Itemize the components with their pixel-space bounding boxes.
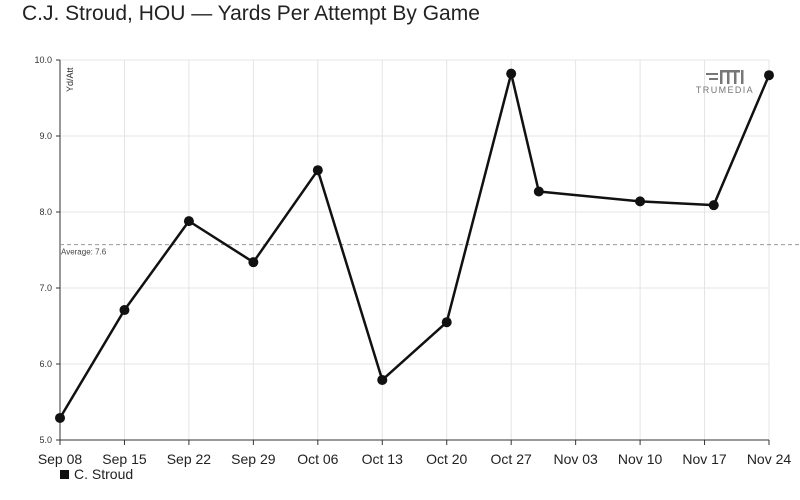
x-tick-label: Oct 13 xyxy=(362,451,403,467)
y-tick-label: 6.0 xyxy=(39,359,52,369)
trumedia-watermark: TRUMEDIA xyxy=(690,70,760,95)
x-tick-label: Oct 20 xyxy=(426,451,467,467)
data-point xyxy=(506,68,517,79)
data-point xyxy=(312,165,323,176)
trumedia-logo-icon xyxy=(706,70,744,84)
x-tick-label: Nov 10 xyxy=(618,451,663,467)
data-point xyxy=(377,374,388,385)
legend: C. Stroud xyxy=(60,466,133,482)
grid xyxy=(59,59,770,441)
y-axis-label: Yd/Att xyxy=(65,67,75,92)
x-tick-label: Sep 08 xyxy=(38,451,83,467)
y-tick-label: 9.0 xyxy=(39,131,52,141)
y-tick-label: 8.0 xyxy=(39,207,52,217)
y-tick-label: 5.0 xyxy=(39,435,52,445)
labels: Sep 08 Sep 15 Sep 22 Sep 29 Oct 06 Oct 13 Oct … xyxy=(34,55,791,467)
x-tick-label: Nov 03 xyxy=(553,451,598,467)
y-tick-label: 10.0 xyxy=(34,55,52,65)
watermark-text: TRUMEDIA xyxy=(695,85,755,95)
series-line xyxy=(58,72,771,419)
data-point xyxy=(119,305,130,316)
legend-label: C. Stroud xyxy=(74,466,134,482)
data-point xyxy=(183,216,194,227)
data-point xyxy=(248,257,259,268)
legend-swatch xyxy=(60,469,69,479)
data-point xyxy=(635,196,646,207)
x-tick-label: Sep 29 xyxy=(231,451,276,467)
x-tick-label: Nov 24 xyxy=(747,451,792,467)
data-point xyxy=(764,70,774,81)
average-label: Average: 7.6 xyxy=(61,248,107,257)
series-layer xyxy=(55,68,774,423)
average-reference: Average: 7.6 xyxy=(60,244,800,257)
data-point xyxy=(533,186,544,197)
data-point xyxy=(441,317,452,328)
chart-title: C.J. Stroud, HOU — Yards Per Attempt By … xyxy=(22,2,480,25)
x-tick-label: Oct 06 xyxy=(297,451,338,467)
data-point xyxy=(708,200,719,211)
x-tick-label: Sep 15 xyxy=(102,451,147,467)
y-tick-label: 7.0 xyxy=(39,283,52,293)
axes xyxy=(56,59,770,445)
data-point xyxy=(55,412,65,423)
x-tick-label: Nov 17 xyxy=(682,451,727,467)
x-tick-label: Oct 27 xyxy=(491,451,532,467)
x-tick-label: Sep 22 xyxy=(167,451,212,467)
